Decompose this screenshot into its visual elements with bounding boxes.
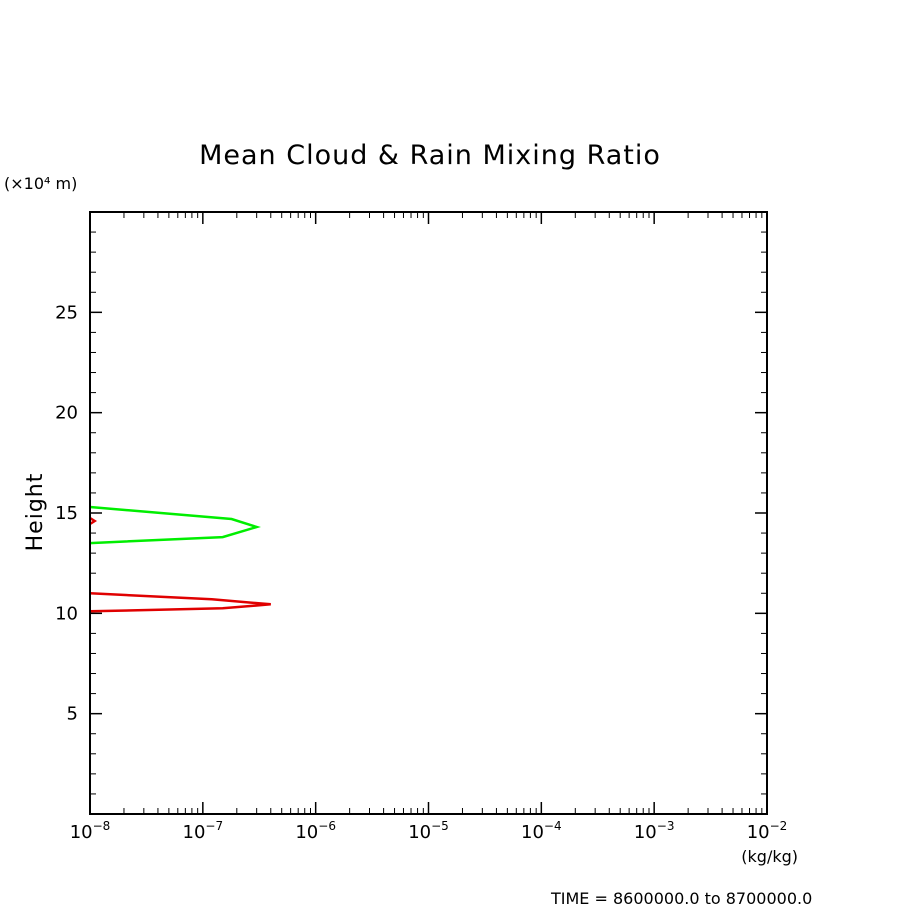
series-line-3 bbox=[89, 516, 98, 526]
y-tick-label: 25 bbox=[55, 302, 78, 323]
chart-title: Mean Cloud & Rain Mixing Ratio bbox=[199, 140, 661, 171]
x-tick-label: 10−7 bbox=[183, 819, 224, 843]
y-tick-label: 15 bbox=[55, 503, 78, 524]
series-layer bbox=[89, 505, 271, 613]
axes: 10−8 10−7 10−6 10−5 10−4 10−3 10−2 5 10 15 20 25 bbox=[55, 212, 787, 843]
x-axis-unit: (kg/kg) bbox=[741, 847, 798, 866]
time-footer: TIME = 8600000.0 to 8700000.0 bbox=[550, 889, 812, 904]
x-tick-label: 10−8 bbox=[70, 819, 111, 843]
y-tick-label: 20 bbox=[55, 403, 78, 424]
x-tick-label: 10−5 bbox=[408, 819, 449, 843]
y-axis-label: Height bbox=[23, 473, 48, 552]
y-tick-label: 5 bbox=[67, 704, 78, 725]
plot-frame bbox=[89, 211, 768, 815]
x-tick-label: 10−4 bbox=[521, 819, 562, 843]
series-line-2 bbox=[89, 592, 271, 613]
series-line-1 bbox=[89, 505, 261, 545]
x-tick-label: 10−2 bbox=[747, 819, 788, 843]
x-tick-label: 10−6 bbox=[295, 819, 336, 843]
x-tick-label: 10−3 bbox=[634, 819, 675, 843]
y-tick-label: 10 bbox=[55, 603, 78, 624]
y-axis-unit: (×10⁴ m) bbox=[4, 174, 77, 193]
